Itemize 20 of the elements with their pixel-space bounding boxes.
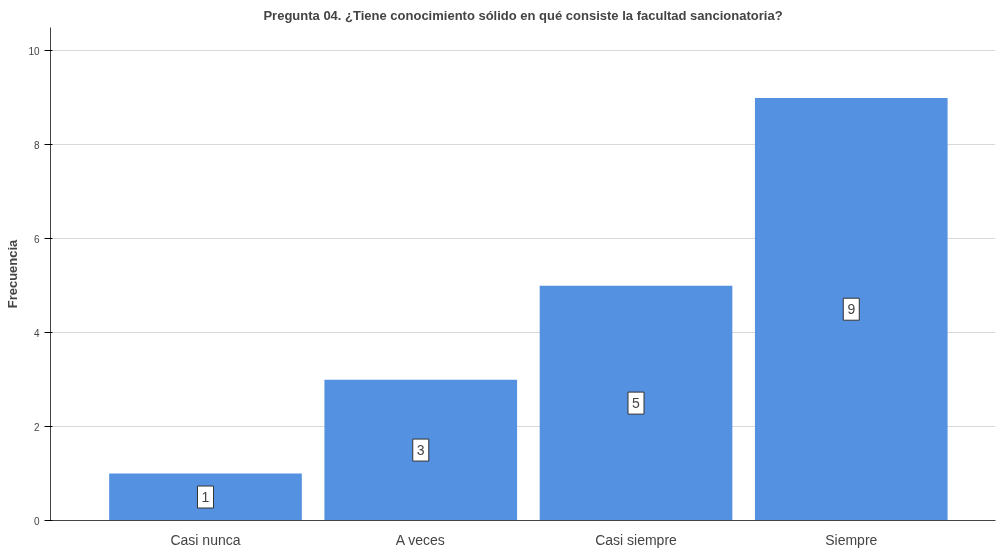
- bar: [109, 473, 302, 521]
- x-tick-label: A veces: [395, 531, 445, 548]
- y-tick-label: 2: [33, 421, 40, 433]
- x-tick-label: Casi nunca: [170, 531, 241, 548]
- x-tick-label: Siempre: [825, 531, 878, 548]
- y-tick-label: 6: [33, 233, 40, 245]
- bar: [539, 285, 733, 521]
- y-tick-label: 8: [33, 139, 40, 151]
- bar: [754, 97, 948, 521]
- y-axis-title: Frecuencia: [5, 238, 21, 309]
- chart-title: Pregunta 04. ¿Tiene conocimiento sólido en qué consiste la facultad sancionatoria?: [263, 7, 783, 23]
- y-tick-label: 0: [33, 515, 40, 527]
- data-label: 3: [416, 442, 425, 459]
- data-label: 1: [201, 489, 210, 506]
- y-tick-label: 4: [33, 327, 40, 339]
- x-tick-label: Casi siempre: [595, 531, 678, 548]
- bar: [324, 379, 518, 521]
- data-label: 9: [847, 301, 856, 318]
- data-label: 5: [632, 395, 641, 412]
- y-tick-label: 10: [28, 45, 40, 57]
